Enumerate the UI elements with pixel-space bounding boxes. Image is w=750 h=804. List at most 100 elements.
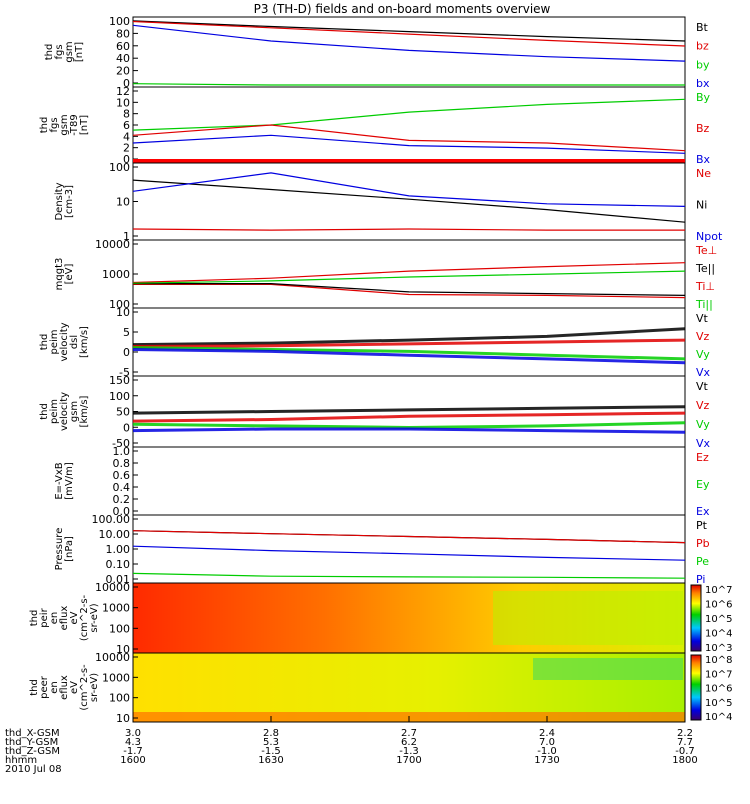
series-line-bz xyxy=(132,20,686,47)
y-axis-label-line: thd xyxy=(39,117,50,134)
series-line-bx xyxy=(132,24,686,62)
y-axis-label-line: [nT] xyxy=(74,42,85,62)
x-axis-row-value: 1800 xyxy=(672,755,697,766)
series-line-by xyxy=(132,83,685,86)
series-line-Ti⊥ xyxy=(132,262,686,284)
y-axis-label-line: dsl xyxy=(69,335,80,349)
x-axis-row-value: 1600 xyxy=(120,755,145,766)
legend-entry: Bt xyxy=(696,21,709,34)
x-axis-row-value: 2.7 xyxy=(401,728,417,739)
colorbar xyxy=(690,584,702,652)
y-tick-label: 100 xyxy=(109,692,130,705)
legend-entry: Vx xyxy=(696,437,711,450)
series-line-Vz xyxy=(132,411,686,423)
y-axis-label-line: Density xyxy=(54,182,65,220)
panel-peir-en-eflux: 10^7 10^6 10^5 10^4 10^3 10000 1000 100 10 thd pei… xyxy=(29,581,732,656)
legend-entry: Ti|| xyxy=(695,298,713,311)
y-axis-label: E=-VxB [mV/m] xyxy=(54,462,75,500)
x-axis-row-value: -1.7 xyxy=(123,746,143,757)
legend-entry: Ey xyxy=(696,478,710,491)
series-line-Ti|| xyxy=(132,270,686,284)
legend-entry: Vx xyxy=(696,366,711,379)
panel-peim-velocity-dsl: 10 5 0 -5 thd peim velocity dsl [km/s] Vt Vz Vy Vx xyxy=(39,306,711,379)
x-axis-row-label: thd_Y-GSM xyxy=(5,737,58,748)
y-axis-label: thd fgs gsm [nT] xyxy=(44,41,85,62)
x-axis-row-value: 2.2 xyxy=(677,728,693,739)
x-axis-date: 2010 Jul 08 xyxy=(5,764,62,775)
y-tick-label: 100 xyxy=(109,622,130,635)
y-axis-label-line: gsm xyxy=(59,114,70,135)
y-tick-label: 40 xyxy=(116,52,130,65)
y-axis-label: thd fgs gsm -T89 [nT] xyxy=(39,114,90,136)
y-tick-label: 8 xyxy=(123,108,130,121)
x-axis-row-value: -1.0 xyxy=(537,746,557,757)
y-tick-label: 10 xyxy=(116,643,130,656)
x-axis-row-value: -1.3 xyxy=(399,746,419,757)
y-axis-label-line: [nPa] xyxy=(64,536,75,562)
y-axis-label: mqgt3 [eV] xyxy=(54,258,75,291)
x-axis-row-value: 3.0 xyxy=(125,728,141,739)
legend-entry: Ni xyxy=(696,199,707,212)
series-line-Vt xyxy=(132,405,686,415)
series-line-Pe xyxy=(132,572,686,579)
y-axis-label-line: peim xyxy=(49,329,60,354)
legend-entry: Bx xyxy=(696,153,711,166)
panel-peim-velocity-gsm: 150 100 50 0 -50 thd peim velocity gsm [km/s] Vt Vz… xyxy=(39,374,711,450)
colorbar xyxy=(690,654,702,721)
series-line-Vy xyxy=(132,346,686,361)
y-tick-label: 1000 xyxy=(102,602,130,615)
legend-entry: Vz xyxy=(696,399,710,412)
y-axis-label-line: eflux xyxy=(59,675,70,700)
y-axis-label: thd peim velocity gsm [km/s] xyxy=(39,392,90,431)
y-tick-label: 1.0 xyxy=(113,445,131,458)
legend-entry: Npot xyxy=(696,230,723,243)
y-tick-label: 0.0 xyxy=(113,505,131,518)
y-axis-label-line: eflux xyxy=(59,606,70,631)
legend-entry: By xyxy=(696,91,711,104)
series-line-By xyxy=(132,98,686,131)
y-tick-label: 0 xyxy=(123,346,130,359)
y-tick-label: 20 xyxy=(116,65,130,78)
y-axis-label-line: velocity xyxy=(59,392,70,431)
y-tick-label: 1 xyxy=(123,230,130,243)
legend-entry: Ti⊥ xyxy=(695,280,715,293)
legend-entry: Pe xyxy=(696,555,709,568)
x-axis-row-value: -0.7 xyxy=(675,746,695,757)
y-axis-label-line: [cm-3] xyxy=(64,185,75,218)
x-axis-row-label: thd_Z-GSM xyxy=(5,746,60,757)
y-tick-label: 12 xyxy=(116,85,130,98)
legend-entry: Te|| xyxy=(695,262,715,275)
y-axis-label: Density [cm-3] xyxy=(54,182,75,220)
legend-entry: Vy xyxy=(696,348,710,361)
spectrogram-high-flux-band xyxy=(533,658,683,680)
legend-entry: bz xyxy=(696,40,709,53)
colorbar-tick-label: 10^5 xyxy=(705,698,732,709)
series-line-Pb xyxy=(132,530,686,544)
y-tick-label: 4 xyxy=(123,130,130,143)
y-tick-label: 6 xyxy=(123,119,130,132)
x-axis-row-value: 5.3 xyxy=(263,737,279,748)
y-axis-label: thd peim velocity dsl [km/s] xyxy=(39,322,90,361)
panel-frame xyxy=(132,446,686,516)
series-line-Ni xyxy=(132,179,686,223)
x-axis-row-value: 1700 xyxy=(396,755,421,766)
y-axis-label-line: fgs xyxy=(49,117,60,132)
y-axis-label-line: en xyxy=(49,681,60,694)
series-line-Vx xyxy=(132,348,686,365)
colorbar-tick-label: 10^4 xyxy=(705,629,732,640)
y-axis-label-line: [nT] xyxy=(79,115,90,135)
y-axis-label-line: peer xyxy=(39,675,50,699)
y-axis-label: Pressure [nPa] xyxy=(54,528,75,571)
y-tick-label: 0.10 xyxy=(106,558,131,571)
x-axis-row-value: 7.0 xyxy=(539,737,555,748)
y-axis-label-line: E=-VxB xyxy=(54,462,65,499)
y-axis-label-line: [km/s] xyxy=(79,326,90,358)
legend-entry: Vt xyxy=(696,312,709,325)
panel-pressure: 100.00 10.00 1.00 0.10 0.01 Pressure [nPa] Pt Pb… xyxy=(54,513,710,586)
y-axis-label-line: Pressure xyxy=(54,528,65,571)
y-tick-label: 150 xyxy=(109,374,130,387)
legend-entry: Ne xyxy=(696,167,711,180)
x-axis-row-value: 2.4 xyxy=(539,728,555,739)
